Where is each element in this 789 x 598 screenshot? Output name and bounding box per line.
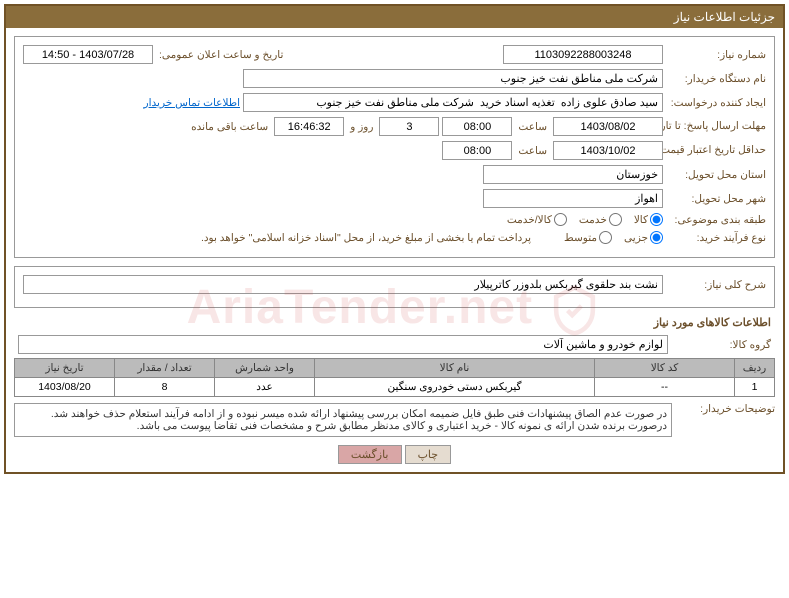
table-cell: گیربکس دستی خودروی سنگین (315, 378, 595, 397)
main-form: شماره نیاز: تاریخ و ساعت اعلان عمومی: نا… (14, 36, 775, 258)
radio-service-label: خدمت (579, 214, 607, 226)
city-label: شهر محل تحویل: (666, 193, 766, 205)
desc-field (23, 275, 663, 294)
radio-goods[interactable] (650, 213, 663, 226)
table-cell: عدد (215, 378, 315, 397)
desc-box: شرح کلی نیاز: (14, 266, 775, 308)
radio-medium[interactable] (599, 231, 612, 244)
city-field (483, 189, 663, 208)
creator-label: ایجاد کننده درخواست: (666, 97, 766, 109)
goods-group-field (18, 335, 668, 354)
days-field (379, 117, 439, 136)
creator-field (243, 93, 663, 112)
radio-small-label: جزیی (624, 232, 648, 244)
deadline-date-field (553, 117, 663, 136)
time-label-1: ساعت (515, 121, 550, 133)
back-button[interactable]: بازگشت (338, 445, 402, 464)
process-label: نوع فرآیند خرید: (666, 232, 766, 244)
buyer-notes-label: توضیحات خریدار: (675, 403, 775, 415)
radio-goods-label: کالا (634, 214, 648, 226)
announce-field (23, 45, 153, 64)
announce-label: تاریخ و ساعت اعلان عمومی: (156, 49, 286, 61)
buyer-notes-box: در صورت عدم الصاق پیشنهادات فنی طبق فایل… (14, 403, 672, 437)
goods-section-title: اطلاعات کالاهای مورد نیاز (18, 316, 771, 329)
goods-table: ردیفکد کالانام کالاواحد شمارشتعداد / مقد… (14, 358, 775, 397)
need-no-field (503, 45, 663, 64)
class-label: طبقه بندی موضوعی: (666, 214, 766, 226)
table-cell: 8 (115, 378, 215, 397)
title-bar: جزئیات اطلاعات نیاز (6, 6, 783, 28)
buyer-org-field (243, 69, 663, 88)
table-row: 1--گیربکس دستی خودروی سنگینعدد81403/08/2… (15, 378, 775, 397)
contact-link[interactable]: اطلاعات تماس خریدار (144, 97, 240, 109)
buyer-notes-line2: درصورت برنده شدن ارائه ی نمونه کالا - خر… (19, 420, 667, 432)
province-label: استان محل تحویل: (666, 169, 766, 181)
province-field (483, 165, 663, 184)
table-header: تاریخ نیاز (15, 359, 115, 378)
days-and-label: روز و (347, 121, 376, 133)
table-header: نام کالا (315, 359, 595, 378)
desc-label: شرح کلی نیاز: (666, 279, 766, 291)
table-header: تعداد / مقدار (115, 359, 215, 378)
time-label-2: ساعت (515, 145, 550, 157)
countdown-field (274, 117, 344, 136)
validity-time-field (442, 141, 512, 160)
table-cell: -- (595, 378, 735, 397)
goods-group-label: گروه کالا: (671, 339, 771, 351)
deadline-label: مهلت ارسال پاسخ: تا تاریخ: (666, 120, 766, 133)
need-no-label: شماره نیاز: (666, 49, 766, 61)
table-header: ردیف (735, 359, 775, 378)
table-header: کد کالا (595, 359, 735, 378)
deadline-time-field (442, 117, 512, 136)
radio-both-label: کالا/خدمت (507, 214, 552, 226)
radio-service[interactable] (609, 213, 622, 226)
table-cell: 1403/08/20 (15, 378, 115, 397)
radio-both[interactable] (554, 213, 567, 226)
payment-note: پرداخت تمام یا بخشی از مبلغ خرید، از محل… (201, 232, 531, 244)
radio-small[interactable] (650, 231, 663, 244)
table-cell: 1 (735, 378, 775, 397)
radio-medium-label: متوسط (564, 232, 597, 244)
buyer-org-label: نام دستگاه خریدار: (666, 73, 766, 85)
buyer-notes-line1: در صورت عدم الصاق پیشنهادات فنی طبق فایل… (19, 408, 667, 420)
remain-label: ساعت باقی مانده (188, 121, 271, 133)
print-button[interactable]: چاپ (405, 445, 452, 464)
table-header: واحد شمارش (215, 359, 315, 378)
validity-date-field (553, 141, 663, 160)
validity-label: حداقل تاریخ اعتبار قیمت: تا تاریخ: (666, 144, 766, 157)
